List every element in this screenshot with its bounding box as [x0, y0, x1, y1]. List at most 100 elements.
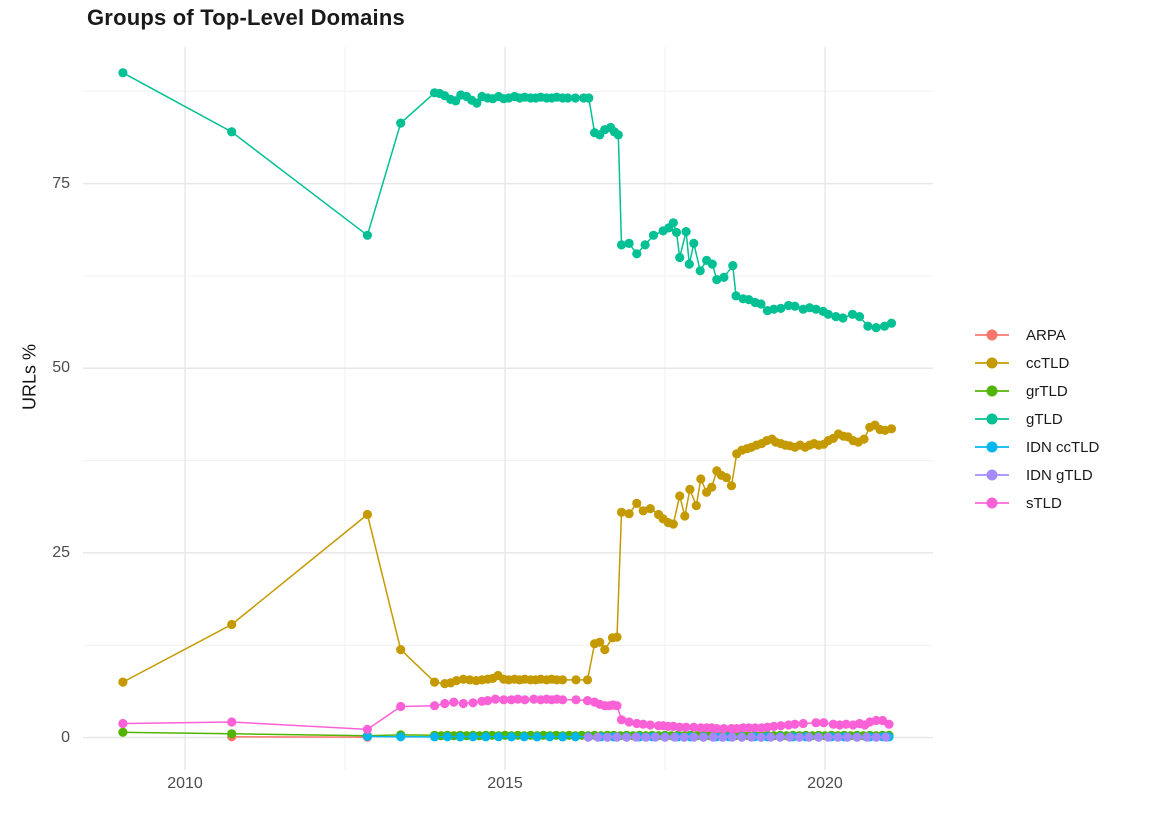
- data-point-idn-gtld: [718, 732, 728, 742]
- legend-key-line-dot-icon: [975, 413, 1009, 426]
- data-point-cctld: [668, 519, 678, 529]
- legend-label: gTLD: [1026, 410, 1063, 428]
- data-point-idn-gtld: [794, 732, 805, 742]
- data-point-cctld: [721, 473, 732, 483]
- data-point-gtld: [756, 299, 766, 309]
- legend-entry-stld: sTLD: [975, 489, 1099, 517]
- data-point-stld: [841, 719, 851, 729]
- data-point-stld: [712, 724, 722, 734]
- x-tick-label: 2020: [807, 775, 843, 792]
- data-point-stld: [449, 697, 459, 707]
- legend-entry-gtld: gTLD: [975, 405, 1099, 433]
- legend-entry-idn-gtld: IDN gTLD: [975, 461, 1099, 489]
- data-point-cctld: [600, 645, 610, 655]
- data-point-gtld: [362, 230, 372, 240]
- legend-key-line-dot-icon: [975, 497, 1009, 510]
- data-point-cctld: [571, 675, 581, 685]
- data-point-gtld: [681, 227, 691, 237]
- data-point-idn-gtld: [881, 732, 891, 742]
- data-point-stld: [884, 719, 894, 729]
- data-point-stld: [118, 718, 128, 729]
- data-point-gtld: [879, 321, 890, 331]
- data-point-stld: [645, 720, 655, 730]
- data-point-idn-gtld: [631, 732, 641, 742]
- data-point-idn-cctld: [532, 732, 542, 742]
- data-point-idn-cctld: [362, 731, 372, 742]
- data-point-gtld: [790, 301, 800, 311]
- data-point-gtld: [831, 312, 841, 322]
- chart-title: Groups of Top-Level Domains: [87, 5, 405, 30]
- data-point-idn-gtld: [756, 732, 766, 742]
- data-point-idn-gtld: [833, 732, 843, 742]
- data-point-idn-gtld: [622, 732, 632, 742]
- data-point-idn-gtld: [746, 732, 757, 742]
- data-point-gtld: [707, 259, 717, 269]
- data-point-stld: [227, 717, 237, 727]
- data-point-gtld: [689, 238, 699, 248]
- legend-label: ARPA: [1026, 326, 1066, 344]
- data-point-stld: [675, 722, 685, 732]
- data-point-idn-cctld: [468, 732, 478, 742]
- data-point-stld: [468, 698, 478, 708]
- data-point-idn-cctld: [481, 732, 491, 742]
- data-point-gtld: [613, 130, 623, 140]
- data-point-cctld: [118, 677, 128, 687]
- y-tick-label: 50: [52, 359, 70, 377]
- data-point-cctld: [680, 511, 690, 521]
- legend-entry-arpa: ARPA: [975, 321, 1099, 349]
- data-point-cctld: [886, 424, 897, 434]
- data-point-idn-gtld: [785, 732, 795, 742]
- data-point-stld: [776, 721, 786, 731]
- data-point-stld: [750, 723, 760, 733]
- data-point-idn-gtld: [814, 732, 824, 742]
- data-point-stld: [513, 694, 523, 704]
- data-point-cctld: [616, 507, 627, 517]
- data-point-cctld: [696, 474, 706, 484]
- data-point-idn-cctld: [519, 732, 529, 742]
- legend-key-line-dot-icon: [975, 357, 1009, 370]
- data-point-cctld: [624, 509, 634, 519]
- data-point-gtld: [668, 218, 678, 228]
- y-tick-label: 75: [52, 174, 70, 192]
- data-point-stld: [458, 698, 468, 709]
- data-point-gtld: [570, 93, 581, 103]
- data-point-gtld: [118, 68, 128, 78]
- data-point-stld: [529, 694, 539, 704]
- x-tick-label: 2015: [487, 775, 523, 792]
- data-point-idn-gtld: [852, 732, 862, 742]
- data-point-stld: [571, 695, 581, 705]
- data-point-idn-gtld: [862, 732, 872, 742]
- data-point-idn-gtld: [660, 732, 670, 742]
- data-point-stld: [520, 695, 530, 705]
- data-point-idn-gtld: [823, 732, 833, 742]
- data-point-idn-gtld: [698, 732, 709, 742]
- data-point-idn-cctld: [442, 732, 452, 742]
- data-point-stld: [811, 718, 821, 728]
- data-point-idn-gtld: [602, 732, 613, 742]
- data-point-grtld: [227, 729, 237, 739]
- data-point-gtld: [695, 266, 705, 276]
- data-point-stld: [612, 701, 622, 711]
- data-point-stld: [719, 724, 729, 734]
- legend-key-line-dot-icon: [975, 469, 1009, 482]
- data-point-idn-gtld: [804, 732, 814, 742]
- data-point-stld: [616, 715, 627, 725]
- legend: ARPA ccTLD grTLD gTLD IDN ccTLD IDN gTLD…: [975, 321, 1099, 517]
- data-point-gtld: [863, 321, 873, 331]
- data-point-idn-cctld: [494, 732, 504, 742]
- data-point-gtld: [838, 313, 848, 323]
- data-point-cctld: [707, 482, 717, 492]
- data-point-gtld: [584, 93, 594, 103]
- data-point-cctld: [558, 675, 568, 685]
- legend-key-line-dot-icon: [975, 441, 1009, 454]
- legend-entry-cctld: ccTLD: [975, 349, 1099, 377]
- data-point-stld: [624, 717, 634, 727]
- data-point-idn-cctld: [506, 732, 516, 742]
- data-point-cctld: [675, 491, 685, 501]
- legend-label: IDN gTLD: [1026, 466, 1093, 484]
- data-point-gtld: [823, 309, 833, 319]
- data-point-stld: [769, 721, 779, 732]
- data-point-idn-gtld: [641, 732, 651, 742]
